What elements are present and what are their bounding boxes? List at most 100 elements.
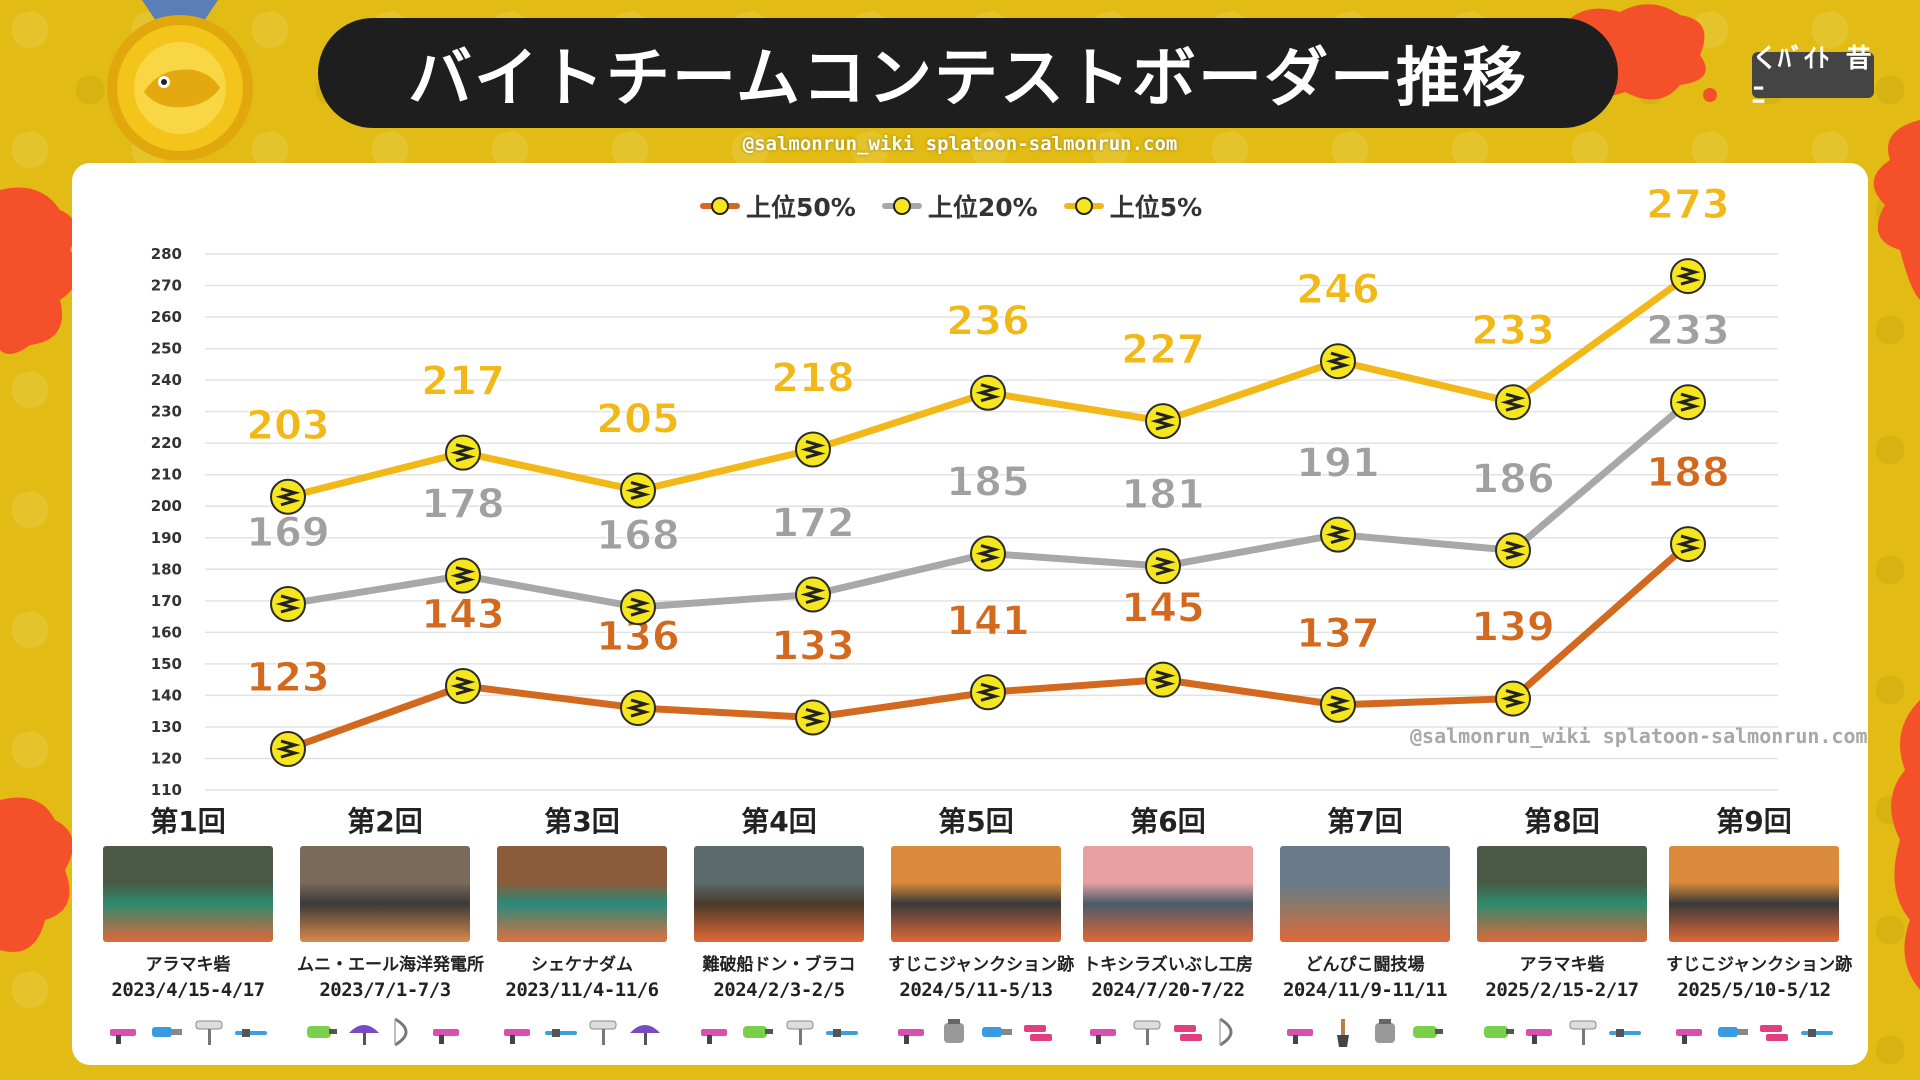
data-point [970,374,1006,411]
contest-round-label: 第8回 [1524,805,1600,838]
salmon-icon [1150,670,1176,690]
blaster-icon [982,1027,1012,1037]
data-point [1145,548,1181,585]
data-label: 218 [771,355,855,401]
contest-card: 第6回 トキシラズいぶし工房 2024/7/20-7/22 [1080,802,1256,1047]
marker-circle [1145,548,1181,585]
weapon-list [691,1017,867,1047]
data-label: 133 [771,623,855,669]
stage-name: シェケナダム [531,955,633,975]
y-tick-label: 200 [151,497,182,515]
marker-circle [795,576,831,613]
legend-item-top5: 上位5% [1063,188,1202,224]
y-tick-label: 180 [151,560,182,578]
data-label: 123 [246,655,330,701]
data-label: 139 [1471,605,1555,651]
marker-circle [970,674,1006,711]
ink-splat-right [1873,120,1920,300]
title-bar: バイトチームコンテストボーダー推移 [318,18,1618,128]
weapon-list [1666,1017,1842,1047]
weapon-list [1277,1017,1453,1047]
y-tick-label: 250 [151,340,182,358]
page-title: バイトチームコンテストボーダー推移 [407,42,1529,116]
contest-dates: 2024/7/20-7/22 [1091,979,1245,1001]
stage-thumbnail [497,846,667,942]
marker-circle [270,731,306,768]
contest-dates: 2024/11/9-11/11 [1282,979,1448,1001]
shooter-icon [1676,1029,1702,1044]
marker-circle [1320,686,1356,723]
contest-card: 第1回 アラマキ砦 2023/4/15-4/17 [100,802,276,1047]
salmon-icon [1150,411,1176,431]
salmon-icon [625,698,651,718]
contest-dates: 2023/11/4-11/6 [505,979,659,1001]
salmon-icon [800,585,826,604]
contest-card: 第4回 難破船ドン・ブラコ 2024/2/3-2/5 [691,802,867,1047]
contest-round-label: 第5回 [938,805,1014,838]
data-label: 188 [1646,450,1730,496]
data-label: 168 [596,513,680,559]
y-tick-label: 110 [151,781,182,799]
charger-icon [826,1029,858,1037]
contest-round-label: 第1回 [150,805,226,838]
data-label: 143 [421,592,505,638]
data-label: 233 [1646,308,1730,354]
data-label: 246 [1296,267,1380,313]
salmon-icon [450,676,476,696]
data-label: 191 [1296,441,1380,487]
contest-round-label: 第2回 [347,805,423,838]
stage-name: アラマキ砦 [1519,955,1605,975]
weapon-list [494,1017,670,1047]
data-point [1495,532,1531,569]
y-tick-label: 120 [151,749,182,767]
stage-name: どんぴこ闘技場 [1305,955,1425,975]
dualie-icon [1024,1025,1052,1041]
legend-item-top20: 上位20% [881,188,1038,224]
contest-dates: 2024/5/11-5/13 [899,979,1053,1001]
y-tick-label: 170 [151,592,182,610]
data-label: 181 [1121,472,1205,518]
marker-circle [620,472,656,509]
y-tick-label: 130 [151,718,182,736]
data-point [1320,516,1356,553]
dualie-icon [1174,1025,1202,1041]
data-label: 205 [596,396,680,442]
brand-logo: くﾊﾞｲﾄ 昔ﾆ [1752,44,1874,111]
ink-splat-left [0,187,78,354]
data-point [620,589,656,626]
marker-circle [620,589,656,626]
slosher-icon [1375,1019,1395,1043]
shooter-icon [898,1029,924,1044]
contest-dates: 2024/2/3-2/5 [713,979,845,1001]
data-point [1495,384,1531,421]
contest-dates: 2025/2/15-2/17 [1485,979,1639,1001]
shooter-icon [1526,1029,1552,1044]
blaster-icon [152,1027,182,1037]
salmon-icon [625,597,651,617]
marker-circle [1145,403,1181,440]
contest-round-label: 第9回 [1716,805,1792,838]
splatling-icon [1484,1026,1514,1038]
charger-icon [1609,1029,1641,1037]
stage-thumbnail [694,846,864,942]
salmon-icon [625,481,651,500]
roller-icon [195,1020,223,1045]
salmon-icon [1325,525,1351,545]
stage-name: ムニ・エール海洋発電所 [297,955,484,975]
contest-dates: 2023/4/15-4/17 [111,979,265,1001]
shooter-icon [433,1029,459,1044]
weapon-list [297,1017,473,1047]
marker-circle [1670,526,1706,563]
salmon-icon [1500,689,1526,709]
stage-thumbnail [1083,846,1253,942]
legend-label: 上位50% [746,193,856,222]
salmon-icon [975,682,1001,702]
data-point [970,535,1006,572]
stage-name: すじこジャンクション跡 [888,955,1075,975]
salmon-icon [1150,556,1176,576]
contest-card: 第9回 すじこジャンクション跡 2025/5/10-5/12 [1666,802,1852,1047]
roller-icon [1569,1020,1597,1045]
legend-marker-icon [700,197,740,215]
salmon-icon [275,739,301,759]
weapon-list [100,1017,276,1047]
